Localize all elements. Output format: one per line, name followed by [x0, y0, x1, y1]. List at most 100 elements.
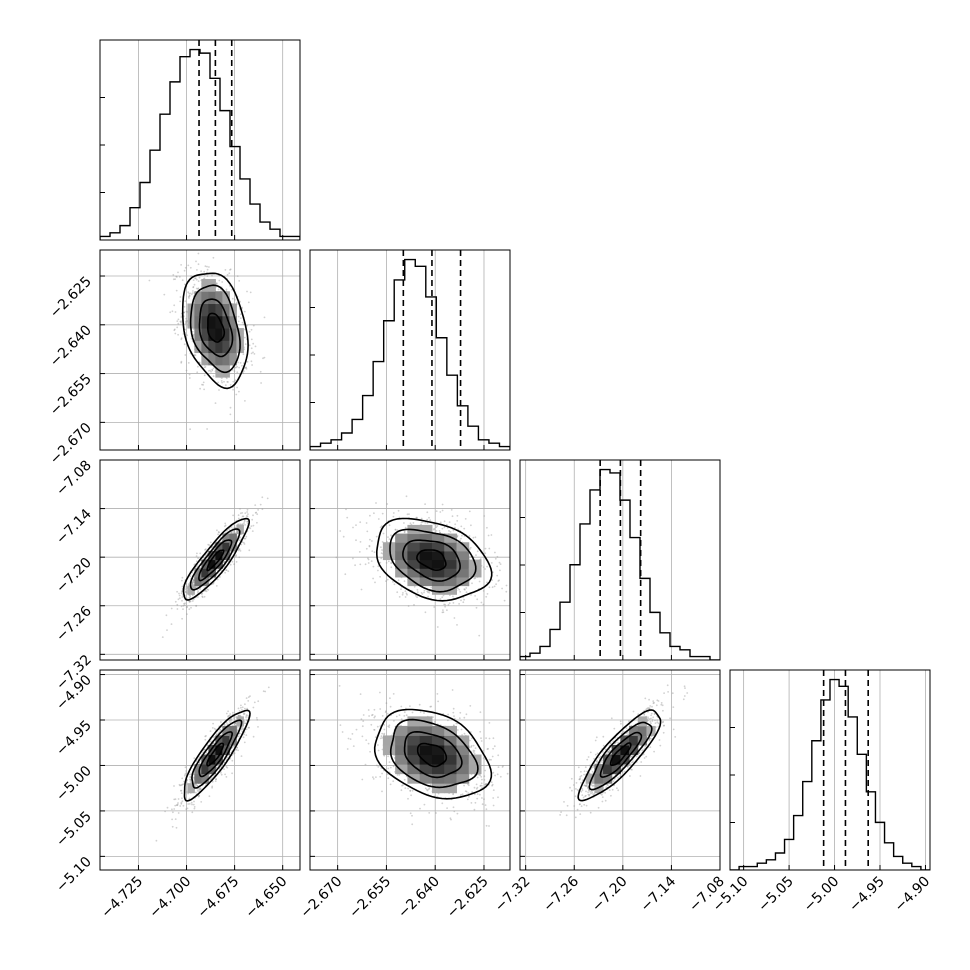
sample-point [478, 634, 481, 637]
sample-point [390, 562, 393, 564]
sample-point [215, 282, 218, 285]
sample-point [184, 590, 187, 593]
density-cell [456, 550, 470, 561]
sample-point [190, 275, 193, 277]
sample-point [368, 715, 370, 717]
sample-point [451, 689, 454, 691]
sample-point [192, 803, 195, 806]
sample-point [204, 265, 207, 268]
sample-point [255, 511, 258, 514]
sample-point [182, 608, 184, 610]
sample-point [230, 531, 233, 534]
sample-point [505, 584, 508, 587]
sample-point [229, 413, 232, 416]
sample-point [206, 268, 209, 271]
sample-point [201, 595, 204, 598]
density-cell [222, 533, 230, 543]
sample-point [185, 310, 188, 313]
density-cell [201, 340, 209, 354]
sample-point [228, 719, 231, 721]
sample-point [437, 700, 439, 703]
sample-point [211, 786, 214, 789]
sample-point [223, 724, 226, 726]
sample-point [215, 778, 217, 781]
density-cell [187, 783, 195, 794]
sample-point [253, 353, 256, 355]
sample-point [188, 597, 191, 599]
sample-point [239, 523, 242, 525]
sample-point [194, 784, 197, 786]
sample-point [196, 784, 199, 787]
sample-point [223, 380, 225, 383]
contour-0.5sigma [206, 742, 225, 767]
sample-point [177, 798, 180, 800]
sample-point [227, 570, 230, 573]
sample-point [169, 311, 172, 314]
sample-point [193, 283, 196, 286]
sample-point [352, 526, 354, 529]
sample-point [212, 256, 215, 259]
density-cell [194, 764, 202, 775]
panel-frame [309, 249, 511, 451]
sample-point [462, 601, 465, 604]
sample-point [180, 321, 182, 324]
sample-point [191, 581, 194, 584]
sample-point [239, 536, 242, 539]
sample-point [385, 710, 387, 712]
sample-point [240, 543, 243, 546]
sample-point [480, 601, 483, 604]
sample-point [188, 600, 191, 603]
sample-point [246, 520, 249, 523]
sample-point [199, 787, 202, 790]
sample-point [496, 773, 499, 776]
sample-point [390, 561, 393, 564]
sample-point [476, 786, 479, 789]
sample-point [367, 557, 369, 560]
sample-point [470, 746, 473, 748]
density-cell [456, 542, 470, 552]
sample-point [252, 524, 255, 527]
sample-point [181, 800, 184, 803]
sample-point [250, 347, 253, 350]
sample-point [482, 603, 485, 606]
sample-point [207, 370, 210, 372]
sample-point [219, 728, 222, 731]
sample-point [173, 304, 176, 307]
sample-point [193, 806, 196, 808]
sample-point [257, 726, 259, 728]
sample-point [188, 608, 191, 611]
sample-point [476, 793, 479, 795]
sample-point [190, 583, 193, 586]
sample-point [474, 536, 477, 539]
sample-point [244, 343, 247, 345]
density-cell [222, 735, 230, 746]
sample-point [196, 371, 199, 374]
sample-point [464, 790, 467, 792]
sample-point [386, 578, 389, 581]
sample-point [180, 315, 183, 317]
sample-point [220, 377, 223, 379]
sample-point [213, 727, 216, 730]
density-cell [444, 568, 457, 578]
sample-point [448, 530, 450, 532]
sample-point [419, 711, 422, 713]
sample-point [196, 789, 199, 792]
sample-point [245, 515, 248, 517]
sample-point [237, 549, 240, 552]
density-cell [236, 524, 244, 535]
sample-point [217, 531, 220, 533]
sample-point [229, 721, 232, 724]
contour-0.5sigma [206, 549, 225, 572]
sample-point [381, 512, 384, 515]
sample-point [176, 590, 179, 593]
sample-point [377, 569, 379, 572]
sample-point [232, 388, 235, 391]
sample-point [180, 320, 183, 323]
sample-point [339, 530, 342, 532]
sample-point [482, 566, 485, 568]
sample-point [183, 311, 186, 314]
sample-point [487, 534, 490, 537]
sample-point [204, 735, 207, 738]
density-cell [229, 533, 237, 543]
density-cell [236, 328, 244, 341]
